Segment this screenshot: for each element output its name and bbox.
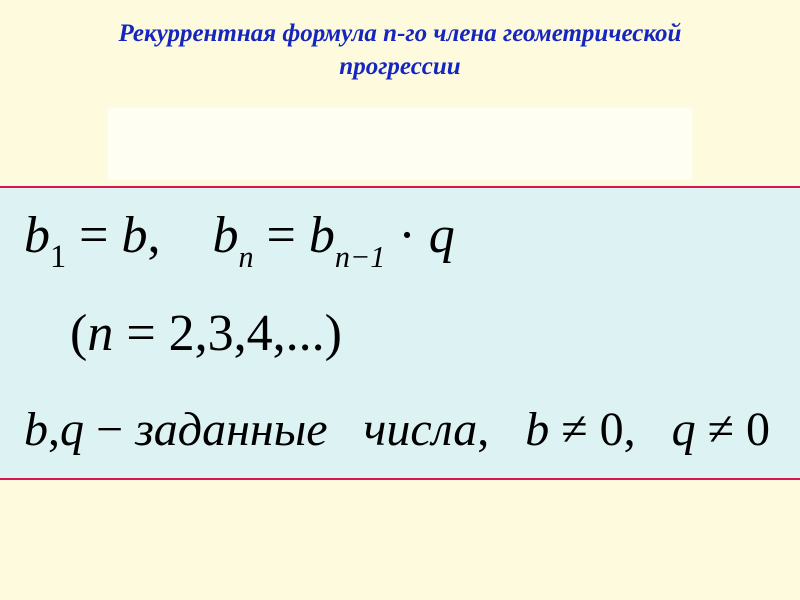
equals-1: = [66, 207, 121, 264]
var-q: q [429, 207, 455, 264]
word-given: заданные [135, 403, 327, 456]
gap-3c [636, 403, 672, 456]
formula-line-2: (n = 2,3,4,...) [70, 304, 342, 363]
slide-title: Рекуррентная формула n-го члена геометри… [0, 0, 800, 83]
title-line-1: Рекуррентная формула n-го члена геометри… [119, 20, 682, 47]
formula-block: b1 = b, bn = bn−1 · q (n = 2,3,4,...) b,… [0, 186, 800, 480]
zero-1: 0, [600, 403, 636, 456]
dash: − [84, 403, 135, 456]
word-numbers: числа [364, 403, 478, 456]
paren-close: ) [325, 305, 342, 362]
gap-1 [160, 207, 212, 264]
inner-light-box [108, 108, 692, 180]
n-values: 2,3,4,... [169, 305, 325, 362]
sub-n-minus-1: n−1 [335, 240, 386, 274]
ne-2: ≠ [696, 403, 746, 456]
ne-1: ≠ [549, 403, 599, 456]
gap-3a [328, 403, 364, 456]
var-q-ne: q [672, 403, 696, 456]
formula-line-3: b,q − заданные числа, b ≠ 0, q ≠ 0 [24, 402, 770, 457]
var-b: b [24, 207, 50, 264]
gap-3b [489, 403, 525, 456]
sub-1: 1 [50, 238, 66, 274]
var-b-val: b [121, 207, 147, 264]
comma-3b: , [477, 403, 489, 456]
var-bn: b [212, 207, 238, 264]
var-q-3: q [60, 403, 84, 456]
comma-1: , [147, 207, 160, 264]
var-bn1: b [309, 207, 335, 264]
equals-2: = [254, 207, 309, 264]
comma-3a: , [48, 403, 60, 456]
equals-3: = [113, 305, 168, 362]
sub-n: n [238, 240, 253, 274]
title-line-2: прогрессии [339, 53, 460, 80]
paren-open: ( [70, 305, 87, 362]
zero-2: 0 [746, 403, 770, 456]
formula-line-1: b1 = b, bn = bn−1 · q [24, 206, 455, 271]
var-n: n [87, 305, 113, 362]
var-b-ne: b [525, 403, 549, 456]
mult-dot: · [385, 207, 428, 264]
var-b-3: b [24, 403, 48, 456]
